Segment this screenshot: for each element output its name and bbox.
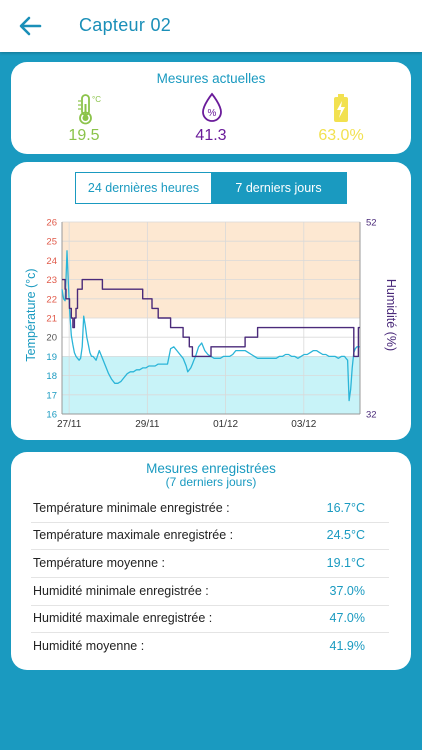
stat-label: Humidité minimale enregistrée : <box>33 584 209 598</box>
stat-value: 24.5°C <box>326 528 365 542</box>
x-tick-label: 01/12 <box>213 419 238 430</box>
temperature-humidity-chart: 16 17 18 19 20 21 22 23 24 25 26 52 32 27/11 29/11 01/1… <box>46 218 377 431</box>
stat-value: 47.0% <box>329 611 365 625</box>
y-left-tick-label: 23 <box>46 275 57 286</box>
y-left-tick-label: 20 <box>46 333 57 344</box>
records-subtitle: (7 derniers jours) <box>165 475 257 489</box>
stat-label: Température moyenne : <box>33 556 166 570</box>
temperature-value: 19.5 <box>68 127 100 144</box>
stat-value: 19.1°C <box>326 556 365 570</box>
humidity-value: 41.3 <box>195 127 227 144</box>
x-tick-label: 29/11 <box>135 419 160 430</box>
stat-row: Humidité moyenne : 41.9% <box>31 633 389 660</box>
stat-value: 41.9% <box>329 639 365 653</box>
stat-label: Humidité moyenne : <box>33 639 145 653</box>
y-left-tick-label: 22 <box>46 294 57 305</box>
tab-7-days[interactable]: 7 derniers jours <box>211 173 346 203</box>
back-button[interactable] <box>14 12 46 40</box>
stat-row: Humidité maximale enregistrée : 47.0% <box>31 605 389 633</box>
page-title: Capteur 02 <box>79 15 172 35</box>
y-left-tick-label: 18 <box>46 371 57 382</box>
chart-band <box>62 222 360 318</box>
battery-charging-icon <box>331 92 351 129</box>
humidity-series-line <box>62 278 360 358</box>
y-left-tick-label: 16 <box>46 410 57 421</box>
stat-label: Humidité maximale enregistrée : <box>33 611 213 625</box>
current-measures-card: Mesures actuelles °C 19.5 % 41.3 63.0% <box>11 62 411 154</box>
arrow-left-icon <box>19 16 42 36</box>
y-right-tick-label: 32 <box>366 410 377 421</box>
records-title: Mesures enregistrées <box>146 461 276 476</box>
stat-value: 16.7°C <box>326 501 365 515</box>
y-left-tick-label: 21 <box>46 314 57 325</box>
range-tabs: 24 dernières heures 7 derniers jours <box>75 172 347 204</box>
app-bar: Capteur 02 <box>0 0 422 52</box>
y-right-tick-label: 52 <box>366 218 377 229</box>
x-tick-label: 27/11 <box>57 419 82 430</box>
records-card: Mesures enregistrées (7 derniers jours) <box>11 452 411 670</box>
y-left-tick-label: 19 <box>46 352 57 363</box>
current-measures-title: Mesures actuelles <box>156 71 266 86</box>
stat-label: Température minimale enregistrée : <box>33 501 230 515</box>
stat-row: Température moyenne : 19.1°C <box>31 550 389 578</box>
celsius-unit-label: °C <box>92 95 101 104</box>
battery-value: 63.0% <box>318 127 364 144</box>
stat-row: Humidité minimale enregistrée : 37.0% <box>31 578 389 606</box>
x-tick-label: 03/12 <box>291 419 316 430</box>
chart-band <box>62 356 360 414</box>
stat-value: 37.0% <box>329 584 365 598</box>
y-left-tick-label: 17 <box>46 390 57 401</box>
tab-24-hours[interactable]: 24 dernières heures <box>76 173 211 203</box>
stat-label: Température maximale enregistrée : <box>33 528 234 542</box>
stat-row: Température maximale enregistrée : 24.5°… <box>31 522 389 550</box>
thermometer-icon: °C <box>73 92 109 131</box>
y-left-tick-label: 25 <box>46 237 57 248</box>
y-left-tick-label: 24 <box>46 256 57 267</box>
stat-row: Température minimale enregistrée : 16.7°… <box>31 495 389 523</box>
humidity-drop-icon: % <box>199 92 225 129</box>
y-left-tick-label: 26 <box>46 218 57 229</box>
humidity-percent-label: % <box>208 108 217 119</box>
